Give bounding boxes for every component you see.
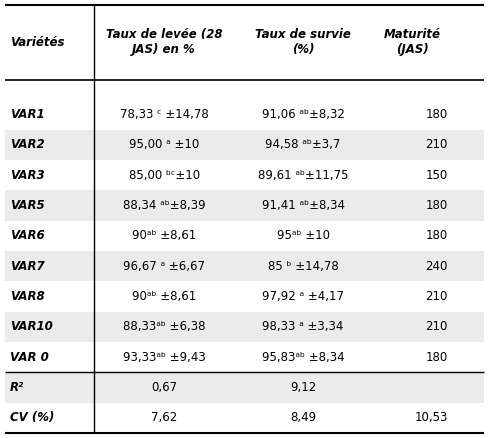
Text: 8,49: 8,49 [289, 411, 316, 424]
Text: 180: 180 [425, 199, 447, 212]
Text: 90ᵃᵇ ±8,61: 90ᵃᵇ ±8,61 [132, 229, 196, 242]
Text: 95,83ᵃᵇ ±8,34: 95,83ᵃᵇ ±8,34 [262, 351, 344, 364]
Text: Taux de levée (28
JAS) en %: Taux de levée (28 JAS) en % [106, 28, 222, 57]
Bar [5, 281, 483, 311]
Text: 90ᵃᵇ ±8,61: 90ᵃᵇ ±8,61 [132, 290, 196, 303]
Text: VAR10: VAR10 [10, 320, 53, 333]
Text: 180: 180 [425, 351, 447, 364]
Text: 93,33ᵃᵇ ±9,43: 93,33ᵃᵇ ±9,43 [122, 351, 205, 364]
Text: 88,34 ᵃᵇ±8,39: 88,34 ᵃᵇ±8,39 [122, 199, 205, 212]
Text: 85,00 ᵇᶜ±10: 85,00 ᵇᶜ±10 [128, 169, 200, 181]
Text: 210: 210 [425, 138, 447, 151]
Text: VAR2: VAR2 [10, 138, 44, 151]
Bar [5, 311, 483, 342]
Bar [5, 251, 483, 281]
Text: 98,33 ᵃ ±3,34: 98,33 ᵃ ±3,34 [262, 320, 343, 333]
Bar [5, 190, 483, 221]
Text: 7,62: 7,62 [151, 411, 177, 424]
Text: VAR3: VAR3 [10, 169, 44, 181]
Text: R²: R² [10, 381, 24, 394]
Text: VAR5: VAR5 [10, 199, 44, 212]
Text: VAR6: VAR6 [10, 229, 44, 242]
Text: 96,67 ᵃ ±6,67: 96,67 ᵃ ±6,67 [123, 260, 205, 272]
Text: 91,06 ᵃᵇ±8,32: 91,06 ᵃᵇ±8,32 [261, 108, 344, 121]
Text: CV (%): CV (%) [10, 411, 54, 424]
Text: 89,61 ᵃᵇ±11,75: 89,61 ᵃᵇ±11,75 [257, 169, 348, 181]
Bar [5, 403, 483, 433]
Text: 0,67: 0,67 [151, 381, 177, 394]
Bar [5, 342, 483, 372]
Text: 95ᵃᵇ ±10: 95ᵃᵇ ±10 [276, 229, 329, 242]
Text: 91,41 ᵃᵇ±8,34: 91,41 ᵃᵇ±8,34 [261, 199, 344, 212]
Text: 180: 180 [425, 229, 447, 242]
Text: 97,92 ᵃ ±4,17: 97,92 ᵃ ±4,17 [262, 290, 344, 303]
Text: VAR7: VAR7 [10, 260, 44, 272]
Bar [5, 372, 483, 403]
Text: 210: 210 [425, 290, 447, 303]
Text: 95,00 ᵃ ±10: 95,00 ᵃ ±10 [129, 138, 199, 151]
Text: 9,12: 9,12 [289, 381, 316, 394]
Text: VAR1: VAR1 [10, 108, 44, 121]
Bar [5, 130, 483, 160]
Bar [5, 221, 483, 251]
Text: Variétés: Variétés [10, 36, 64, 49]
Text: 240: 240 [425, 260, 447, 272]
Bar [5, 99, 483, 130]
Text: Taux de survie
(%): Taux de survie (%) [255, 28, 350, 57]
Text: 210: 210 [425, 320, 447, 333]
Text: 150: 150 [425, 169, 447, 181]
Text: 78,33 ᶜ ±14,78: 78,33 ᶜ ±14,78 [120, 108, 208, 121]
Bar [5, 160, 483, 190]
Text: 94,58 ᵃᵇ±3,7: 94,58 ᵃᵇ±3,7 [265, 138, 340, 151]
Text: VAR8: VAR8 [10, 290, 44, 303]
Text: 85 ᵇ ±14,78: 85 ᵇ ±14,78 [267, 260, 338, 272]
Text: 180: 180 [425, 108, 447, 121]
Text: VAR 0: VAR 0 [10, 351, 49, 364]
Text: 10,53: 10,53 [414, 411, 447, 424]
Text: 88,33ᵃᵇ ±6,38: 88,33ᵃᵇ ±6,38 [123, 320, 205, 333]
Text: Maturité
(JAS): Maturité (JAS) [383, 28, 440, 57]
